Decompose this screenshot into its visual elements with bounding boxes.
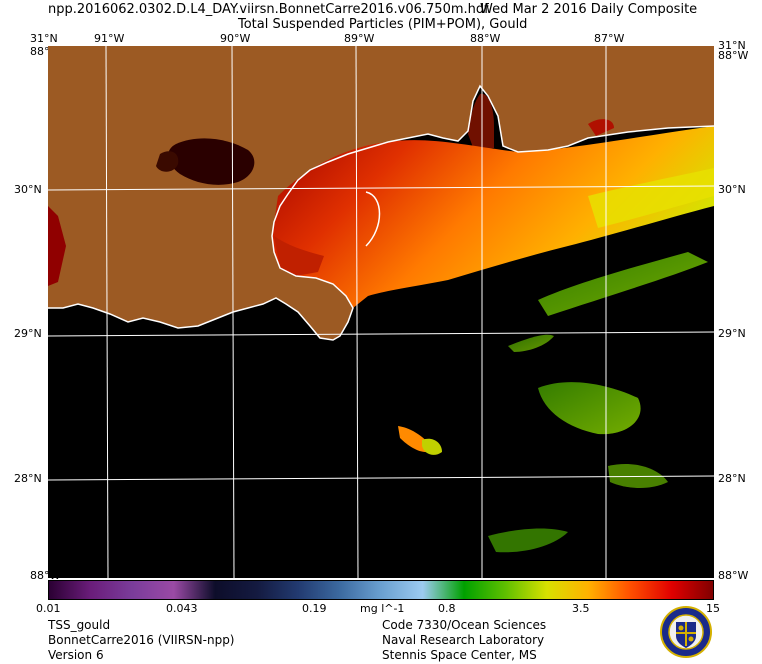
lat-label-28n-left: 28°N — [14, 472, 42, 485]
offshore-patch-2 — [508, 334, 554, 352]
colorbar-tick-5: 15 — [706, 602, 720, 615]
lat-label-28n-right: 28°N — [718, 472, 746, 485]
sediment-plume — [272, 126, 714, 308]
lat-label-29n-left: 29°N — [14, 327, 42, 340]
land-area — [48, 46, 714, 340]
tss-map — [48, 46, 714, 578]
offshore-patch-7 — [422, 438, 442, 455]
composite-date-title: Wed Mar 2 2016 Daily Composite — [480, 2, 698, 17]
colorbar-tick-3: 0.8 — [438, 602, 456, 615]
offshore-patch-3 — [538, 382, 641, 435]
corner-label-top-right: 31°N — [718, 39, 746, 52]
lon-label-91w: 91°W — [94, 32, 125, 45]
plume-yellow-core — [588, 168, 714, 228]
offshore-patch-1 — [538, 252, 708, 316]
product-title: Total Suspended Particles (PIM+POM), Gou… — [238, 17, 528, 32]
colorbar-tick-4: 3.5 — [572, 602, 590, 615]
colorbar-tick-1: 0.043 — [166, 602, 198, 615]
colorbar-unit: mg l^-1 — [360, 602, 405, 615]
corner-label-top-right-2: 88°W — [718, 49, 749, 62]
lat-label-30n-right: 30°N — [718, 183, 746, 196]
footer-version: Version 6 — [48, 648, 104, 662]
chandeleur-islands — [365, 191, 381, 247]
colorbar — [48, 580, 714, 600]
mobile-bay — [468, 93, 494, 150]
graticule — [48, 46, 714, 578]
colorbar-tick-0: 0.01 — [36, 602, 61, 615]
footer-location: Stennis Space Center, MS — [382, 648, 537, 662]
corner-label-bottom-right: 88°W — [718, 569, 749, 582]
lat-label-29n-right: 29°N — [718, 327, 746, 340]
footer-product: TSS_gould — [48, 618, 111, 632]
perdido-bay — [588, 119, 614, 136]
lon-label-88w: 88°W — [470, 32, 501, 45]
lat-label-top-left: 31°N — [30, 32, 58, 45]
coastline — [48, 84, 714, 341]
lon-label-87w: 87°W — [594, 32, 625, 45]
footer-sensor: BonnetCarre2016 (VIIRSN-npp) — [48, 633, 235, 647]
lon-label-90w: 90°W — [220, 32, 251, 45]
footer-lab: Naval Research Laboratory — [382, 633, 545, 647]
lat-label-30n-left: 30°N — [14, 183, 42, 196]
footer-code: Code 7330/Ocean Sciences — [382, 618, 547, 632]
lake-maurepas — [156, 151, 179, 172]
file-name-title: npp.2016062.0302.D.L4_DAY.viirsn.BonnetC… — [48, 2, 489, 17]
plume-far-west — [48, 206, 66, 286]
nrl-seal-logo — [660, 606, 712, 658]
offshore-patch-5 — [488, 528, 568, 553]
lon-label-89w: 89°W — [344, 32, 375, 45]
colorbar-tick-2: 0.19 — [302, 602, 327, 615]
plume-west-edge — [274, 236, 324, 276]
